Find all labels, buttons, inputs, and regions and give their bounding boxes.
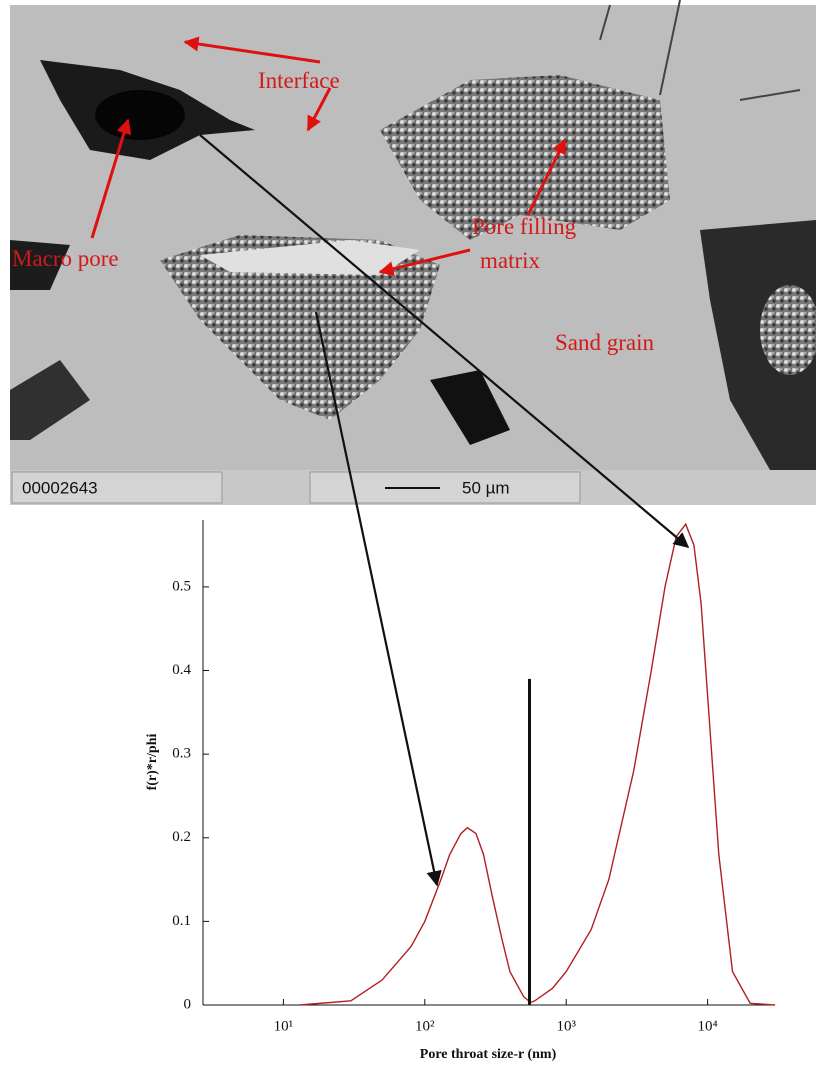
y-tick-label: 0.5 <box>172 578 191 594</box>
interface-label: Interface <box>258 68 340 93</box>
link-arrow <box>199 134 690 548</box>
image-id: 00002643 <box>22 478 98 497</box>
scale-bar-label: 50 µm <box>462 478 510 497</box>
x-tick-label: 10³ <box>556 1018 576 1034</box>
macro-pore-label: Macro pore <box>12 246 119 271</box>
x-axis-label: Pore throat size-r (nm) <box>420 1047 557 1062</box>
curve <box>299 522 776 1006</box>
link-arrow <box>314 311 442 887</box>
pore-filling-label: Pore filling <box>472 214 577 239</box>
y-tick-label: 0.1 <box>172 913 191 929</box>
sand-grain-label: Sand grain <box>555 330 655 355</box>
sem-image <box>10 0 816 505</box>
y-tick-label: 0.4 <box>172 662 191 678</box>
pore-filling-label: matrix <box>480 248 541 273</box>
x-tick-label: 10² <box>415 1018 435 1034</box>
x-tick-label: 10⁴ <box>697 1018 717 1034</box>
y-axis-label: f(r)*r/phi <box>145 734 160 791</box>
y-tick-label: 0.2 <box>172 829 191 845</box>
x-tick-label: 10¹ <box>274 1018 294 1034</box>
y-tick-label: 0.3 <box>172 746 191 762</box>
y-tick-label: 0 <box>184 996 192 1012</box>
